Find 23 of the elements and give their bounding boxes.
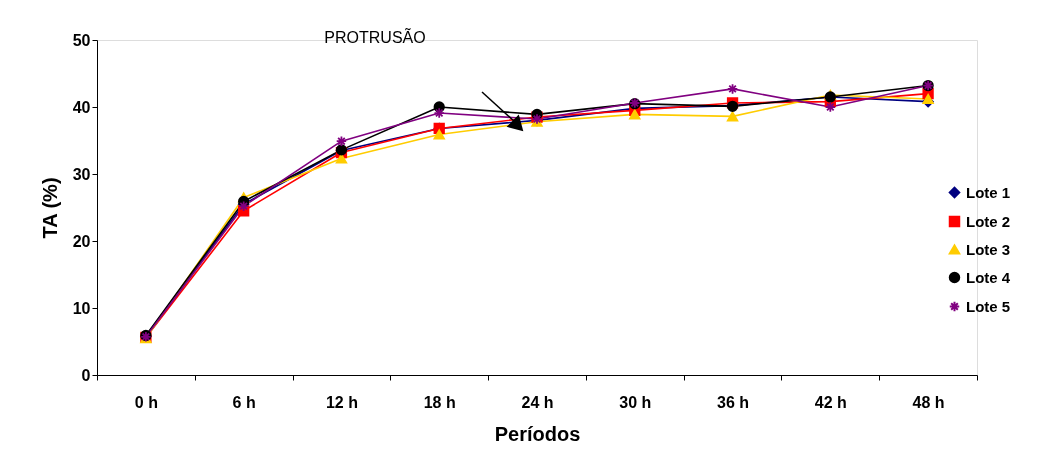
legend-label: Lote 5 xyxy=(966,297,1011,315)
y-tick-label: 50 xyxy=(72,31,91,49)
annotation: PROTRUSÃO xyxy=(324,27,426,46)
legend-label: Lote 1 xyxy=(966,183,1011,201)
x-tick-label: 48 h xyxy=(912,393,945,411)
x-axis-title: Períodos xyxy=(494,422,581,445)
x-tick-label: 6 h xyxy=(232,393,256,411)
legend-label: Lote 4 xyxy=(966,268,1011,286)
x-tick-label: 18 h xyxy=(423,393,456,411)
legend-label: Lote 2 xyxy=(966,212,1011,230)
legend-label: Lote 3 xyxy=(966,240,1011,258)
x-tick-label: 12 h xyxy=(325,393,358,411)
x-tick-label: 0 h xyxy=(134,393,158,411)
x-tick-label: 36 h xyxy=(717,393,750,411)
y-tick-label: 20 xyxy=(72,232,91,250)
x-tick-label: 42 h xyxy=(814,393,847,411)
y-tick-label: 0 xyxy=(81,366,91,384)
y-axis-title: TA (%) xyxy=(38,177,61,239)
x-tick-label: 24 h xyxy=(521,393,554,411)
y-tick-label: 10 xyxy=(72,299,91,317)
x-tick-label: 30 h xyxy=(619,393,652,411)
y-tick-label: 30 xyxy=(72,165,91,183)
y-tick-label: 40 xyxy=(72,98,91,116)
